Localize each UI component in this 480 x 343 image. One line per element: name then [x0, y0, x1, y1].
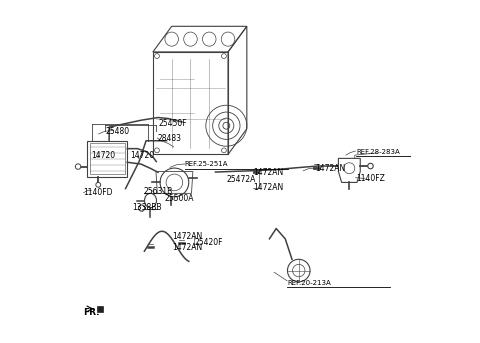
Text: 25420F: 25420F [195, 238, 223, 247]
Circle shape [155, 148, 159, 153]
Text: 1472AN: 1472AN [172, 243, 203, 252]
Text: 25480: 25480 [105, 127, 129, 136]
Text: 1472AN: 1472AN [253, 168, 283, 177]
Circle shape [368, 163, 373, 169]
Text: 14720: 14720 [130, 151, 154, 159]
Text: 1140FD: 1140FD [84, 188, 113, 197]
Circle shape [75, 164, 81, 169]
Text: 25472A: 25472A [227, 175, 256, 184]
Text: REF.25-251A: REF.25-251A [185, 161, 228, 167]
Text: 1472AN: 1472AN [315, 164, 346, 173]
Text: 1140FZ: 1140FZ [356, 174, 385, 183]
Circle shape [222, 54, 227, 58]
Text: 14720: 14720 [91, 151, 116, 159]
Text: REF.28-283A: REF.28-283A [356, 149, 400, 155]
FancyBboxPatch shape [96, 306, 103, 311]
Text: 1472AN: 1472AN [253, 183, 283, 192]
Circle shape [139, 205, 144, 211]
Text: 25500A: 25500A [165, 194, 194, 203]
Circle shape [222, 148, 227, 153]
Circle shape [155, 54, 159, 58]
Text: 25450F: 25450F [158, 119, 187, 128]
Text: 1338BB: 1338BB [132, 203, 162, 212]
Text: 1472AN: 1472AN [172, 232, 203, 241]
Text: FR.: FR. [84, 308, 100, 317]
Text: REF.20-213A: REF.20-213A [287, 280, 331, 285]
Text: 25631B: 25631B [144, 187, 173, 196]
Text: 28483: 28483 [157, 133, 181, 143]
Circle shape [96, 182, 101, 187]
